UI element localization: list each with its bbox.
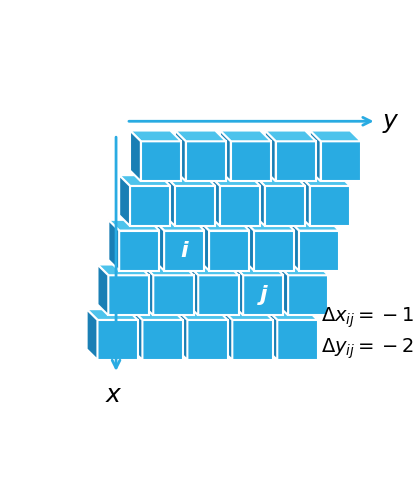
Polygon shape bbox=[142, 264, 153, 315]
Polygon shape bbox=[221, 309, 232, 360]
Polygon shape bbox=[254, 230, 294, 271]
Polygon shape bbox=[131, 309, 183, 320]
Polygon shape bbox=[153, 275, 194, 315]
Polygon shape bbox=[254, 175, 265, 226]
Polygon shape bbox=[232, 320, 273, 360]
Polygon shape bbox=[97, 264, 108, 315]
Polygon shape bbox=[209, 230, 249, 271]
Polygon shape bbox=[187, 320, 228, 360]
Polygon shape bbox=[266, 309, 277, 360]
Polygon shape bbox=[176, 309, 228, 320]
Polygon shape bbox=[266, 309, 318, 320]
Polygon shape bbox=[265, 130, 316, 141]
Polygon shape bbox=[209, 175, 220, 226]
Text: $\Delta y_{ij} = -2$: $\Delta y_{ij} = -2$ bbox=[321, 336, 415, 361]
Polygon shape bbox=[164, 175, 175, 226]
Polygon shape bbox=[221, 309, 273, 320]
Polygon shape bbox=[108, 220, 160, 230]
Polygon shape bbox=[187, 264, 198, 315]
Polygon shape bbox=[130, 130, 181, 141]
Polygon shape bbox=[288, 220, 299, 271]
Polygon shape bbox=[176, 309, 187, 360]
Polygon shape bbox=[119, 175, 130, 226]
Polygon shape bbox=[231, 141, 271, 181]
Polygon shape bbox=[108, 220, 119, 271]
Polygon shape bbox=[220, 130, 231, 181]
Polygon shape bbox=[119, 175, 170, 186]
Polygon shape bbox=[186, 141, 226, 181]
Polygon shape bbox=[220, 186, 260, 226]
Polygon shape bbox=[164, 230, 205, 271]
Polygon shape bbox=[277, 264, 288, 315]
Polygon shape bbox=[299, 230, 339, 271]
Text: $\Delta x_{ij} = -1$: $\Delta x_{ij} = -1$ bbox=[321, 305, 415, 330]
Polygon shape bbox=[220, 130, 271, 141]
Polygon shape bbox=[142, 264, 194, 275]
Polygon shape bbox=[310, 130, 320, 181]
Polygon shape bbox=[175, 186, 215, 226]
Polygon shape bbox=[232, 264, 284, 275]
Polygon shape bbox=[97, 264, 149, 275]
Polygon shape bbox=[97, 320, 138, 360]
Polygon shape bbox=[198, 220, 209, 271]
Polygon shape bbox=[187, 264, 239, 275]
Polygon shape bbox=[130, 186, 170, 226]
Text: x: x bbox=[105, 383, 120, 407]
Polygon shape bbox=[277, 320, 318, 360]
Polygon shape bbox=[243, 220, 294, 230]
Polygon shape bbox=[310, 130, 361, 141]
Polygon shape bbox=[141, 141, 181, 181]
Polygon shape bbox=[87, 309, 97, 360]
Polygon shape bbox=[209, 175, 260, 186]
Polygon shape bbox=[243, 220, 254, 271]
Polygon shape bbox=[277, 264, 328, 275]
Polygon shape bbox=[108, 275, 149, 315]
Polygon shape bbox=[175, 130, 226, 141]
Polygon shape bbox=[310, 186, 350, 226]
Polygon shape bbox=[265, 130, 276, 181]
Polygon shape bbox=[153, 220, 164, 271]
Polygon shape bbox=[130, 130, 141, 181]
Polygon shape bbox=[243, 275, 284, 315]
Text: i: i bbox=[181, 240, 188, 261]
Polygon shape bbox=[254, 175, 305, 186]
Polygon shape bbox=[87, 309, 138, 320]
Polygon shape bbox=[288, 220, 339, 230]
Text: j: j bbox=[260, 285, 267, 305]
Text: y: y bbox=[383, 109, 397, 133]
Polygon shape bbox=[131, 309, 142, 360]
Polygon shape bbox=[232, 264, 243, 315]
Polygon shape bbox=[142, 320, 183, 360]
Polygon shape bbox=[175, 130, 186, 181]
Polygon shape bbox=[164, 175, 215, 186]
Polygon shape bbox=[276, 141, 316, 181]
Polygon shape bbox=[198, 275, 239, 315]
Polygon shape bbox=[299, 175, 350, 186]
Polygon shape bbox=[265, 186, 305, 226]
Polygon shape bbox=[153, 220, 205, 230]
Polygon shape bbox=[299, 175, 310, 226]
Polygon shape bbox=[198, 220, 249, 230]
Polygon shape bbox=[320, 141, 361, 181]
Polygon shape bbox=[288, 275, 328, 315]
Polygon shape bbox=[119, 230, 160, 271]
